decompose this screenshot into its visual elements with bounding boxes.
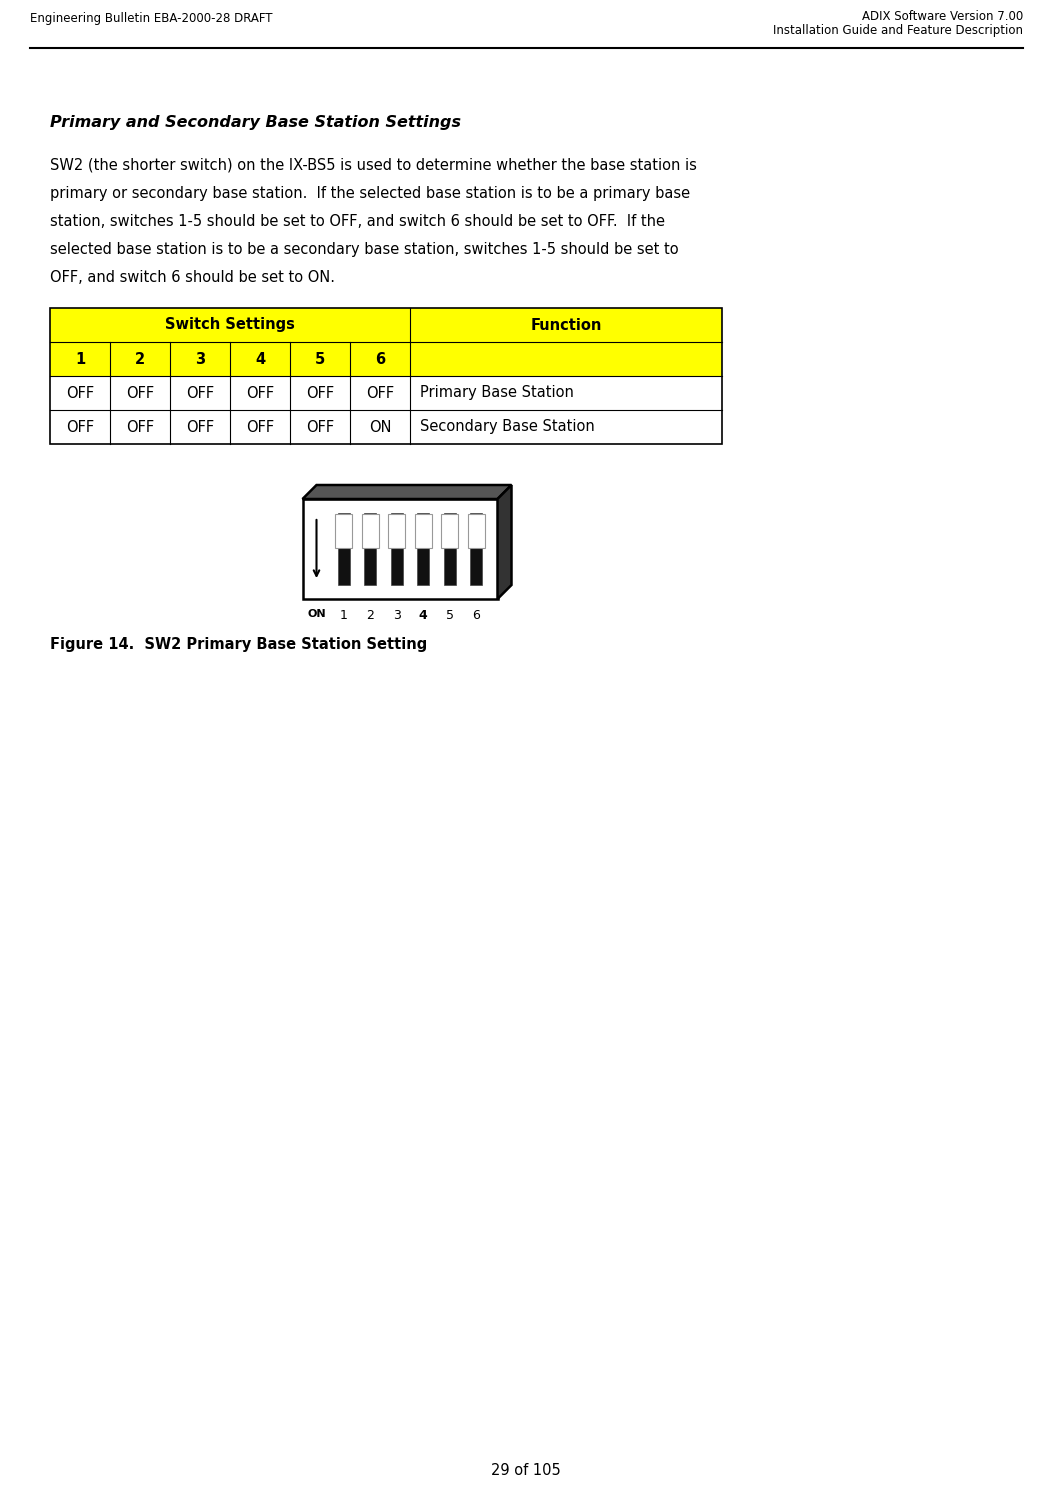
FancyBboxPatch shape [415,513,432,548]
Bar [364,513,376,585]
Text: Engineering Bulletin EBA-2000-28 DRAFT: Engineering Bulletin EBA-2000-28 DRAFT [29,12,273,26]
Polygon shape [302,485,512,498]
Text: 2: 2 [135,351,145,366]
Text: 1: 1 [75,351,85,366]
Bar [49,308,722,444]
FancyBboxPatch shape [336,513,352,548]
FancyBboxPatch shape [362,513,378,548]
Text: 4: 4 [255,351,265,366]
Bar [391,513,402,585]
Text: Primary and Secondary Base Station Settings: Primary and Secondary Base Station Setti… [49,116,461,131]
Text: OFF: OFF [246,419,274,434]
Text: 5: 5 [445,609,454,621]
Text: OFF: OFF [66,386,94,401]
Text: Figure 14.  SW2 Primary Base Station Setting: Figure 14. SW2 Primary Base Station Sett… [49,636,428,651]
Text: selected base station is to be a secondary base station, switches 1-5 should be : selected base station is to be a seconda… [49,242,678,257]
Text: OFF: OFF [66,419,94,434]
Bar [49,410,722,444]
Text: primary or secondary base station.  If the selected base station is to be a prim: primary or secondary base station. If th… [49,186,690,201]
Bar [49,308,722,342]
Text: Primary Base Station: Primary Base Station [420,386,574,401]
Text: OFF: OFF [126,419,154,434]
Text: Secondary Base Station: Secondary Base Station [420,419,595,434]
Text: OFF: OFF [306,386,334,401]
FancyBboxPatch shape [441,513,458,548]
Text: OFF: OFF [246,386,274,401]
Text: OFF: OFF [126,386,154,401]
Text: Function: Function [531,318,601,333]
Text: 29 of 105: 29 of 105 [491,1463,561,1478]
Bar [443,513,456,585]
Text: OFF: OFF [366,386,394,401]
Text: OFF: OFF [306,419,334,434]
Text: 4: 4 [419,609,428,621]
Text: 5: 5 [315,351,325,366]
Text: 6: 6 [473,609,480,621]
Text: OFF: OFF [186,419,214,434]
Polygon shape [497,485,512,599]
Text: 2: 2 [366,609,374,621]
Text: 3: 3 [393,609,401,621]
Bar [338,513,350,585]
Text: ON: ON [307,609,325,618]
Text: 1: 1 [340,609,347,621]
Text: Switch Settings: Switch Settings [165,318,295,333]
Text: OFF: OFF [186,386,214,401]
Text: SW2 (the shorter switch) on the IX-BS5 is used to determine whether the base sta: SW2 (the shorter switch) on the IX-BS5 i… [49,158,697,173]
Bar [302,498,497,599]
Text: OFF, and switch 6 should be set to ON.: OFF, and switch 6 should be set to ON. [49,270,335,285]
Text: 6: 6 [375,351,385,366]
Text: ON: ON [369,419,392,434]
Text: ADIX Software Version 7.00: ADIX Software Version 7.00 [861,11,1024,23]
Text: station, switches 1-5 should be set to OFF, and switch 6 should be set to OFF.  : station, switches 1-5 should be set to O… [49,215,665,230]
Bar [49,375,722,410]
Bar [49,342,722,375]
Text: 3: 3 [195,351,205,366]
Bar [417,513,430,585]
FancyBboxPatch shape [389,513,405,548]
FancyBboxPatch shape [468,513,484,548]
Text: Installation Guide and Feature Description: Installation Guide and Feature Descripti… [773,24,1024,38]
Bar [471,513,482,585]
